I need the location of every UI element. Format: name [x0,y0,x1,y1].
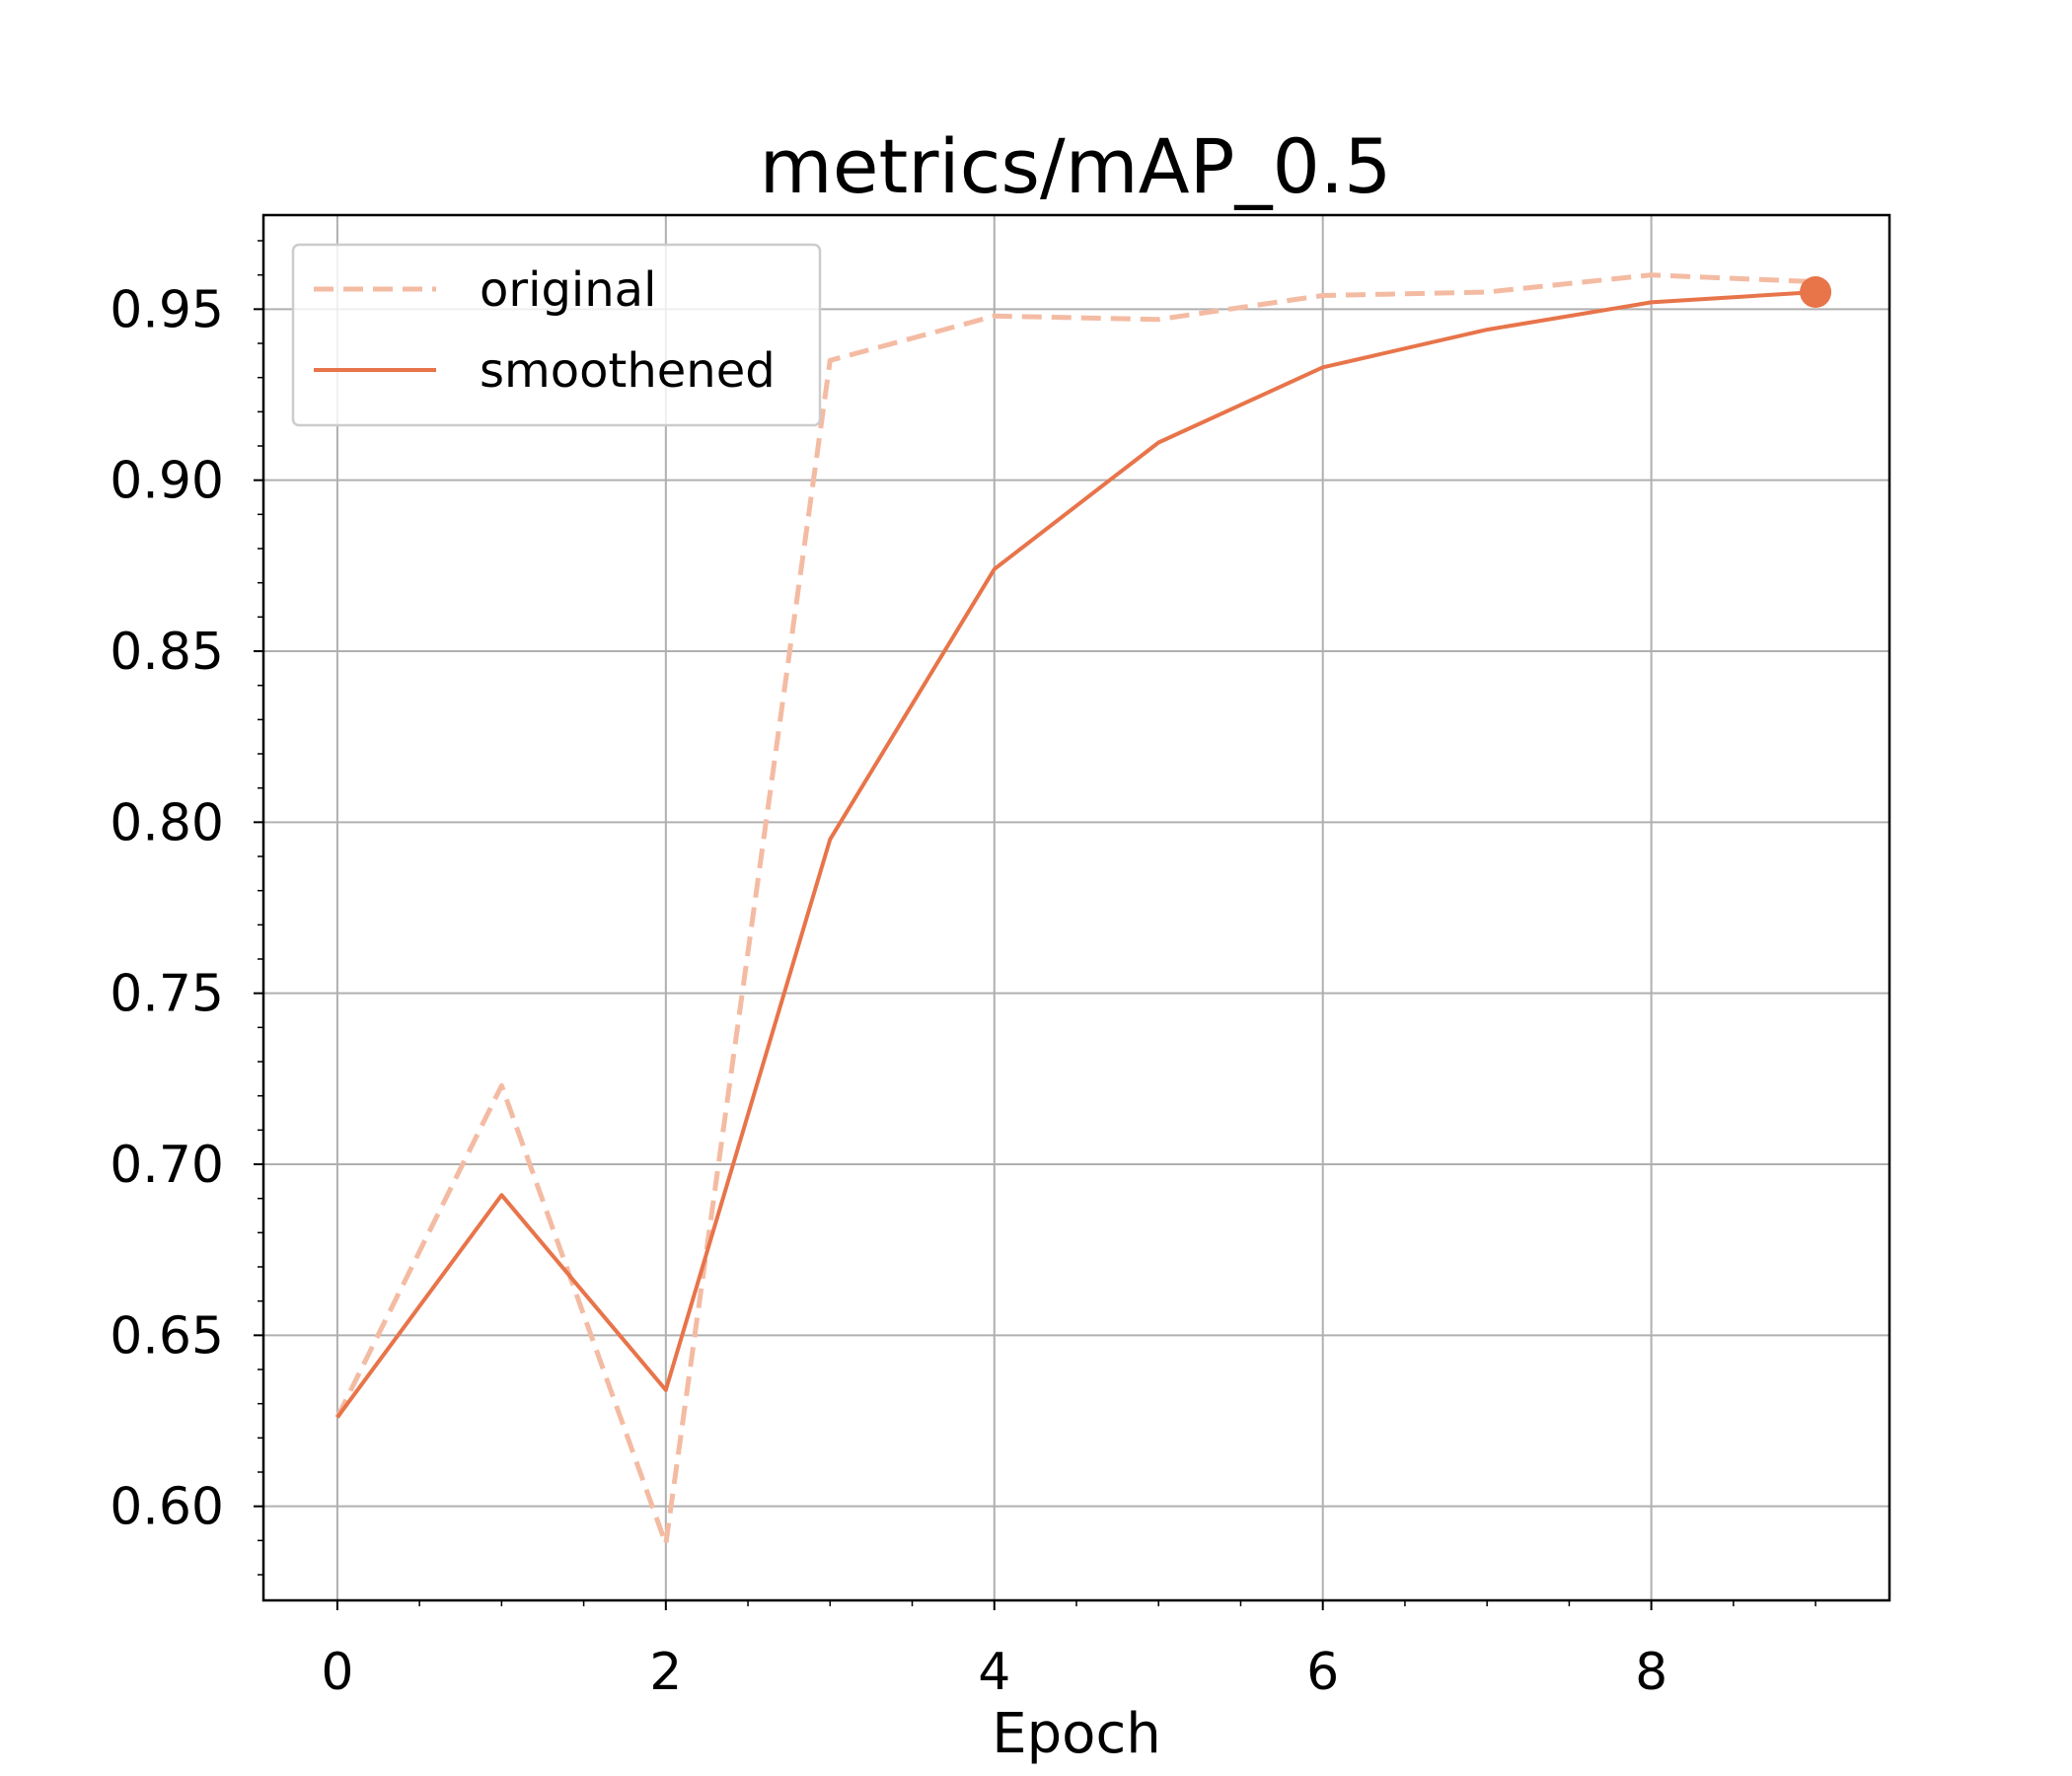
x-axis-label: Epoch [992,1702,1160,1766]
legend: original smoothened [291,243,822,427]
y-tick-label: 0.65 [110,1306,224,1366]
y-tick-label: 0.60 [110,1478,224,1537]
x-tick-label: 4 [978,1643,1010,1702]
end-marker-smoothened [1800,276,1832,308]
x-tick-label: 8 [1635,1643,1667,1702]
x-tick-label: 0 [321,1643,353,1702]
y-tick-label: 0.95 [110,280,224,339]
y-tick-label: 0.80 [110,793,224,852]
y-axis-ticks: 0.60 0.65 0.70 0.75 0.80 0.85 0.90 0.95 [110,240,263,1576]
plot-frame [261,213,1891,1602]
chart-title: metrics/mAP_0.5 [760,122,1392,210]
legend-smoothened-label: smoothened [480,343,776,399]
x-tick-label: 2 [649,1643,682,1702]
legend-original-label: original [480,262,656,318]
y-tick-label: 0.85 [110,623,224,682]
series-line-original [334,272,1816,1547]
y-tick-label: 0.70 [110,1136,224,1195]
legend-box [291,243,822,427]
x-axis-ticks: 0 2 4 6 8 [321,1600,1816,1702]
y-tick-label: 0.90 [110,452,224,511]
series-line-smoothened [335,290,1816,1419]
data-series [334,272,1832,1547]
y-tick-label: 0.75 [110,965,224,1024]
x-tick-label: 6 [1306,1643,1339,1702]
